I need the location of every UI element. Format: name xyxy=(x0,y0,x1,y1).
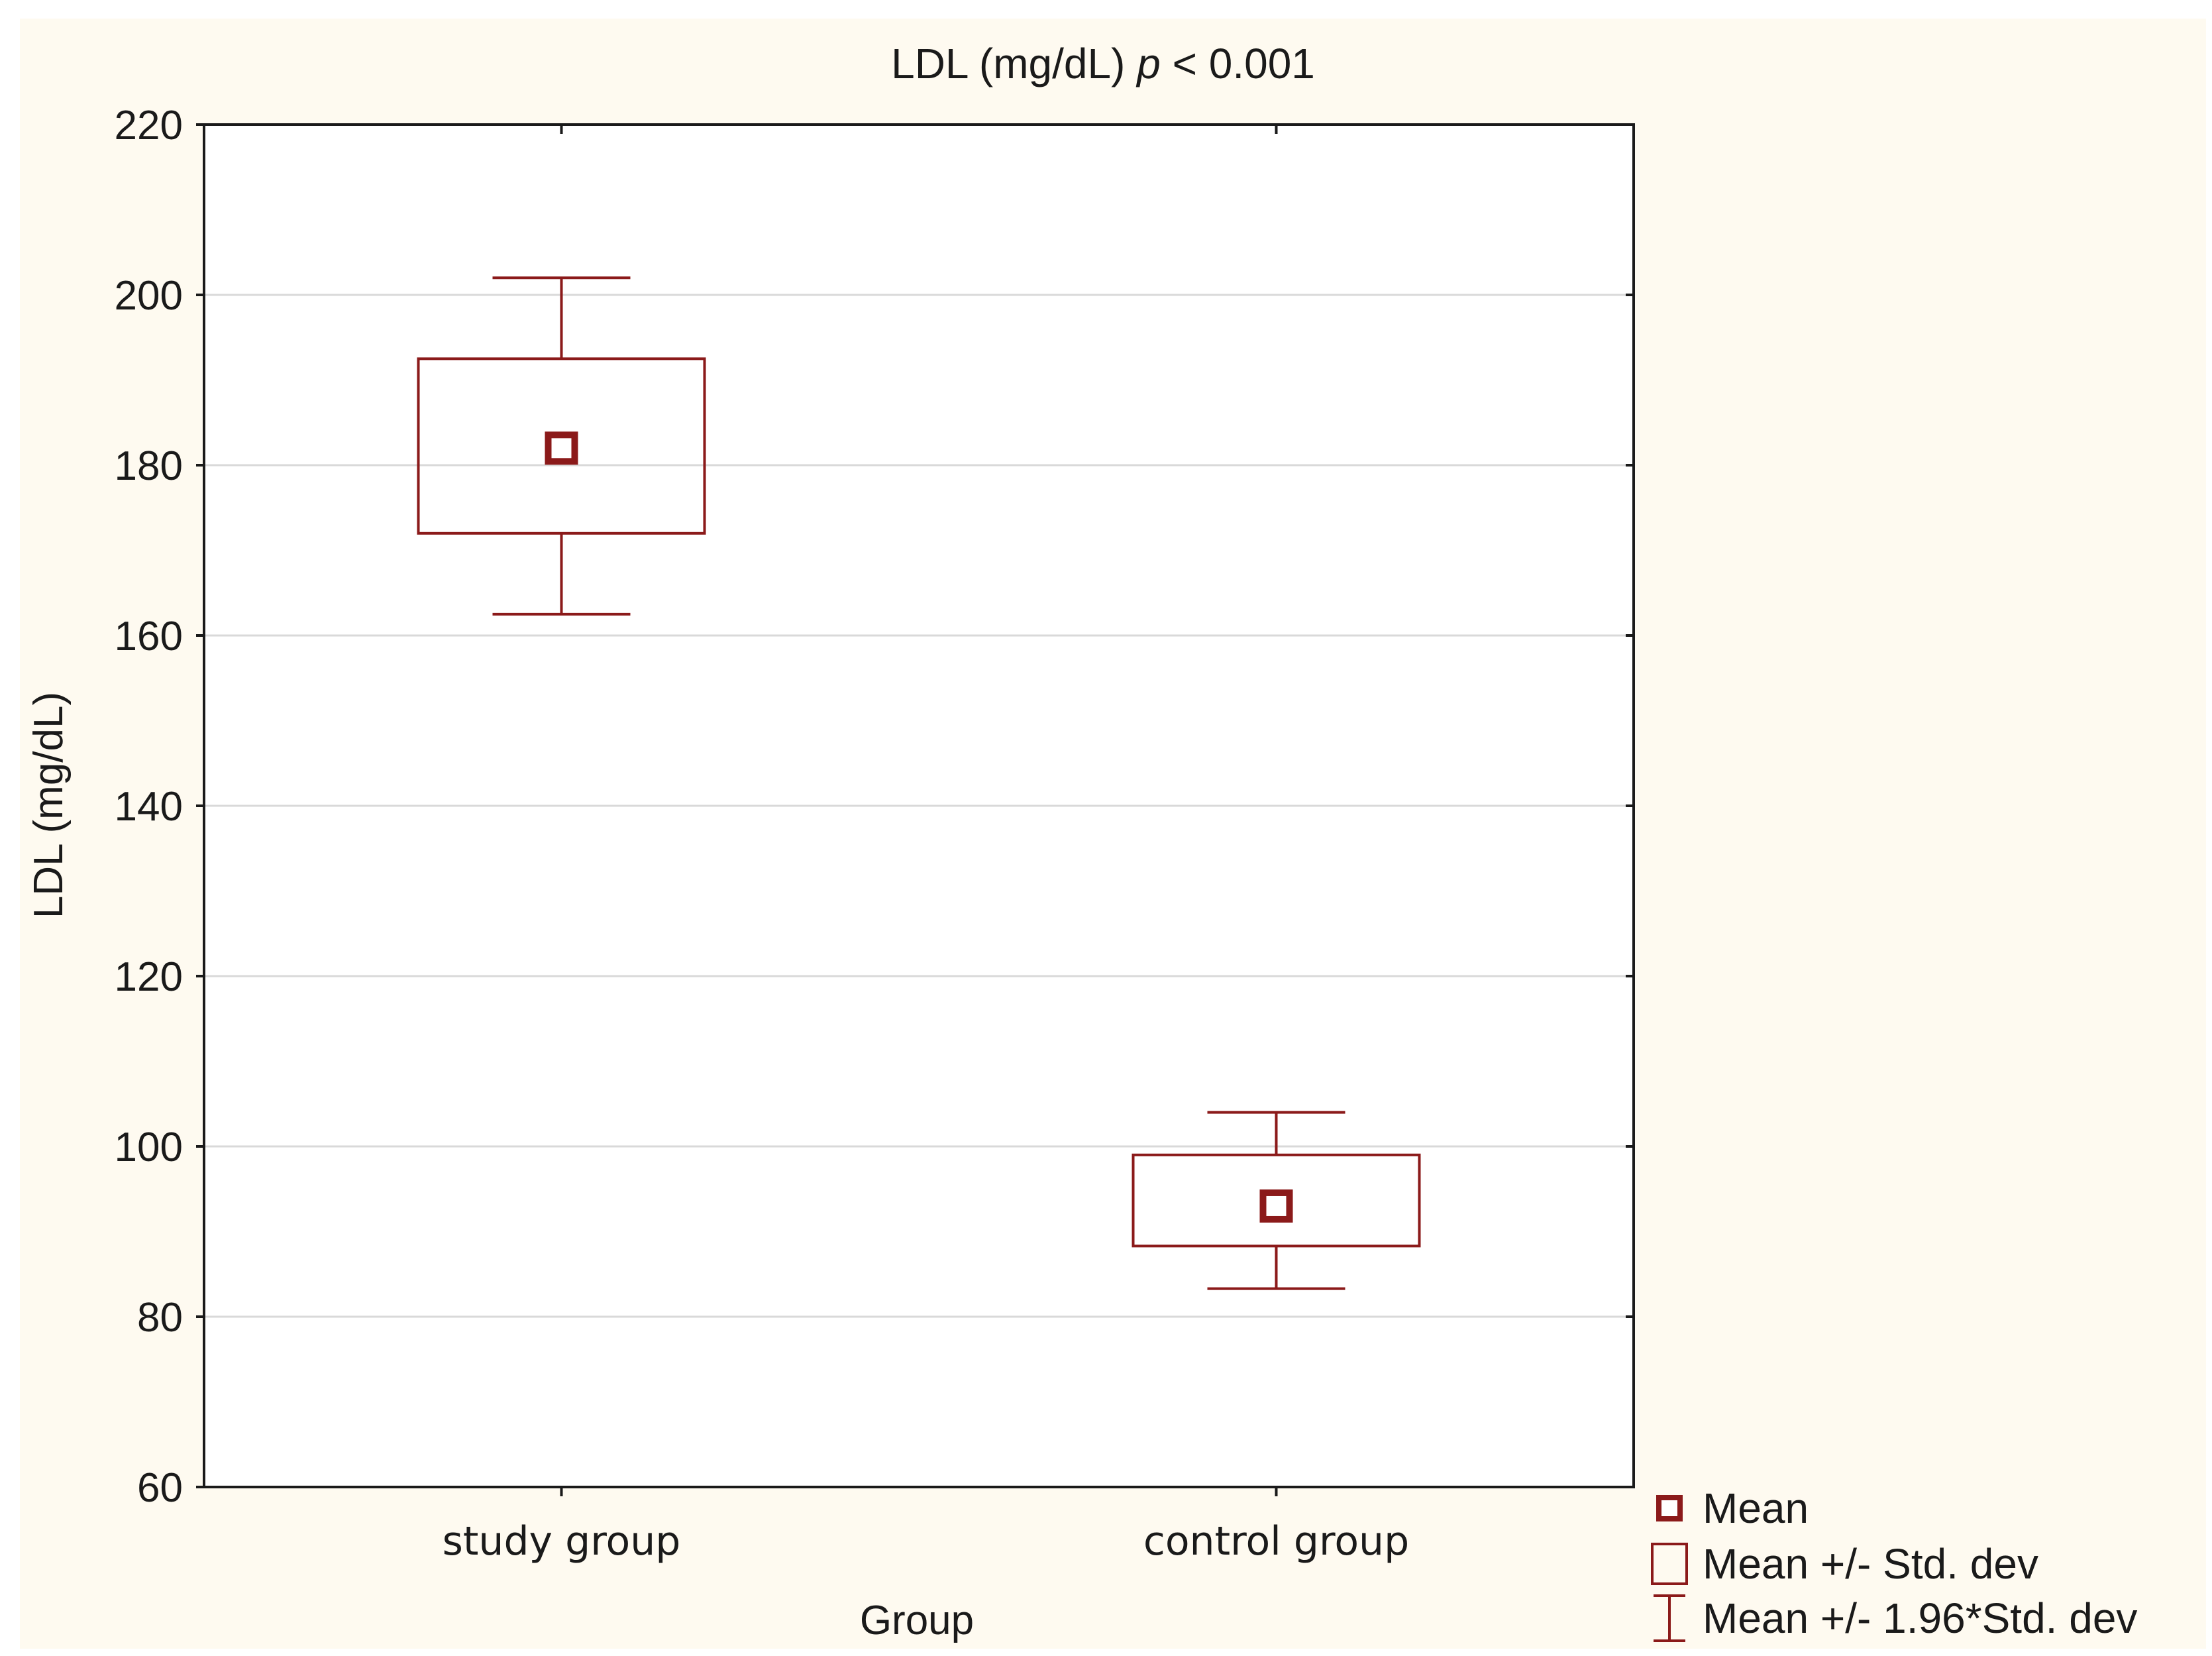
sd-box xyxy=(1132,1153,1421,1248)
box-group xyxy=(417,276,706,616)
y-tick-label: 160 xyxy=(115,614,183,659)
x-axis-ticks: study group control group xyxy=(443,125,1409,1565)
legend-label: Mean +/- 1.96*Std. dev xyxy=(1703,1594,2137,1642)
y-tick-label: 200 xyxy=(115,273,183,319)
y-tick-label: 220 xyxy=(115,103,183,148)
box-group xyxy=(1132,1111,1421,1290)
x-axis-label: Group xyxy=(860,1598,974,1643)
gridlines xyxy=(204,294,1634,1318)
x-tick-label: study group xyxy=(443,1518,681,1565)
box-series xyxy=(417,276,1421,1290)
y-tick-label: 180 xyxy=(115,443,183,489)
chart-title: LDL (mg/dL) p < 0.001 xyxy=(891,40,1315,87)
mean-marker xyxy=(545,431,578,465)
y-tick-label: 100 xyxy=(115,1125,183,1170)
legend-item: Mean xyxy=(1656,1484,1809,1532)
legend-label: Mean xyxy=(1703,1484,1809,1532)
x-tick-label: control group xyxy=(1143,1518,1409,1565)
legend-box-symbol xyxy=(1651,1543,1688,1585)
y-tick-label: 140 xyxy=(115,784,183,830)
y-axis-ticks: 60 80 100 120 140 160 180 200 220 xyxy=(115,103,1634,1511)
y-tick-label: 120 xyxy=(115,954,183,1000)
legend: Mean Mean +/- Std. dev Mean +/- 1.96*Std. … xyxy=(1651,1484,2137,1642)
legend-mean-symbol xyxy=(1656,1495,1683,1521)
legend-label: Mean +/- Std. dev xyxy=(1703,1540,2038,1588)
legend-item: Mean +/- Std. dev xyxy=(1651,1540,2038,1588)
mean-marker xyxy=(1259,1189,1293,1223)
legend-item: Mean +/- 1.96*Std. dev xyxy=(1654,1594,2137,1642)
y-tick-label: 60 xyxy=(137,1465,183,1511)
y-tick-label: 80 xyxy=(137,1295,183,1341)
sd-box xyxy=(417,357,706,535)
y-axis-label: LDL (mg/dL) xyxy=(26,692,72,918)
